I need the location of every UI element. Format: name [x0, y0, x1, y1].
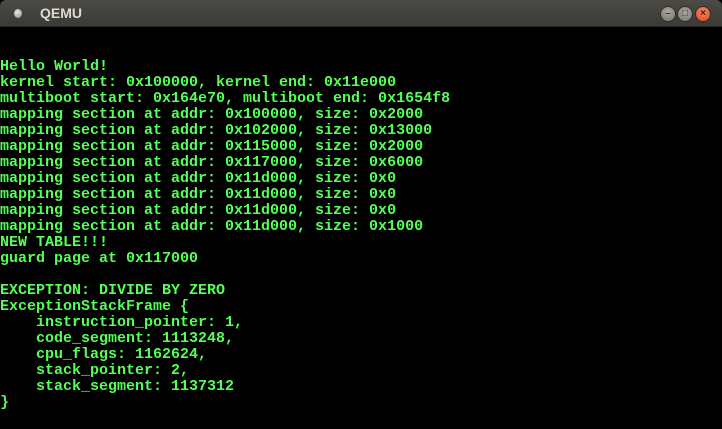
console-line: NEW TABLE!!!: [0, 234, 109, 251]
console-line: ExceptionStackFrame {: [0, 298, 190, 315]
maximize-button[interactable]: □: [677, 6, 693, 22]
console-line: mapping section at addr: 0x115000, size:…: [0, 138, 424, 155]
console-line: EXCEPTION: DIVIDE BY ZERO: [0, 282, 226, 299]
window-titlebar[interactable]: QEMU – □ ×: [0, 0, 722, 27]
console-line: Hello World!: [0, 58, 109, 75]
app-icon: [14, 9, 22, 18]
console-line: guard page at 0x117000: [0, 250, 199, 267]
console-line: }: [0, 394, 10, 411]
console-line: multiboot start: 0x164e70, multiboot end…: [0, 90, 451, 107]
console-line: mapping section at addr: 0x117000, size:…: [0, 154, 424, 171]
close-button[interactable]: ×: [695, 6, 711, 22]
minimize-button[interactable]: –: [660, 6, 676, 22]
console-line: mapping section at addr: 0x102000, size:…: [0, 122, 433, 139]
console-line: kernel start: 0x100000, kernel end: 0x11…: [0, 74, 397, 91]
console-line: mapping section at addr: 0x11d000, size:…: [0, 218, 424, 235]
window-title: QEMU: [40, 5, 82, 21]
console-line: code_segment: 1113248,: [0, 330, 235, 347]
vm-display[interactable]: Hello World! kernel start: 0x100000, kern…: [0, 27, 722, 429]
console-output: Hello World! kernel start: 0x100000, kern…: [0, 59, 450, 411]
console-line: instruction_pointer: 1,: [0, 314, 244, 331]
console-line: stack_segment: 1137312: [0, 378, 235, 395]
console-line: mapping section at addr: 0x11d000, size:…: [0, 202, 397, 219]
console-line: mapping section at addr: 0x100000, size:…: [0, 106, 424, 123]
console-line: stack_pointer: 2,: [0, 362, 190, 379]
console-line: mapping section at addr: 0x11d000, size:…: [0, 170, 397, 187]
console-line: [0, 267, 450, 283]
console-line: mapping section at addr: 0x11d000, size:…: [0, 186, 397, 203]
console-line: cpu_flags: 1162624,: [0, 346, 208, 363]
